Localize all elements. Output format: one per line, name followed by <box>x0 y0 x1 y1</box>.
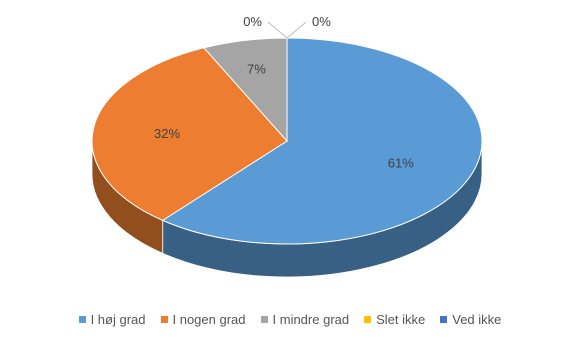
legend-swatch <box>364 316 372 323</box>
pie-tops <box>91 37 483 245</box>
slice-2 <box>91 47 288 221</box>
data-label: 7% <box>247 62 266 77</box>
legend: I høj grad I nogen grad I mindre grad Sl… <box>0 312 580 327</box>
data-label: 61% <box>388 156 414 171</box>
legend-label: I høj grad <box>90 312 146 327</box>
leader-line <box>267 21 288 39</box>
legend-item: I nogen grad <box>160 312 246 327</box>
legend-swatch <box>160 316 168 323</box>
legend-swatch <box>440 316 448 323</box>
legend-item: Slet ikke <box>364 312 425 327</box>
legend-label: I mindre grad <box>272 312 350 327</box>
legend-item: I høj grad <box>78 312 146 327</box>
legend-label: I nogen grad <box>172 312 246 327</box>
data-label: 0% <box>312 14 331 29</box>
leader-line <box>286 21 307 39</box>
legend-item: I mindre grad <box>260 312 350 327</box>
data-label: 0% <box>243 14 262 29</box>
legend-swatch <box>78 316 86 323</box>
legend-item: Ved ikke <box>440 312 501 327</box>
data-labels: 61% 32% 7% 0% 0% <box>154 14 414 171</box>
slice-1 <box>161 37 483 245</box>
data-label: 32% <box>154 126 180 141</box>
legend-label: Slet ikke <box>376 312 426 327</box>
legend-label: Ved ikke <box>452 312 502 327</box>
legend-swatch <box>260 316 268 323</box>
